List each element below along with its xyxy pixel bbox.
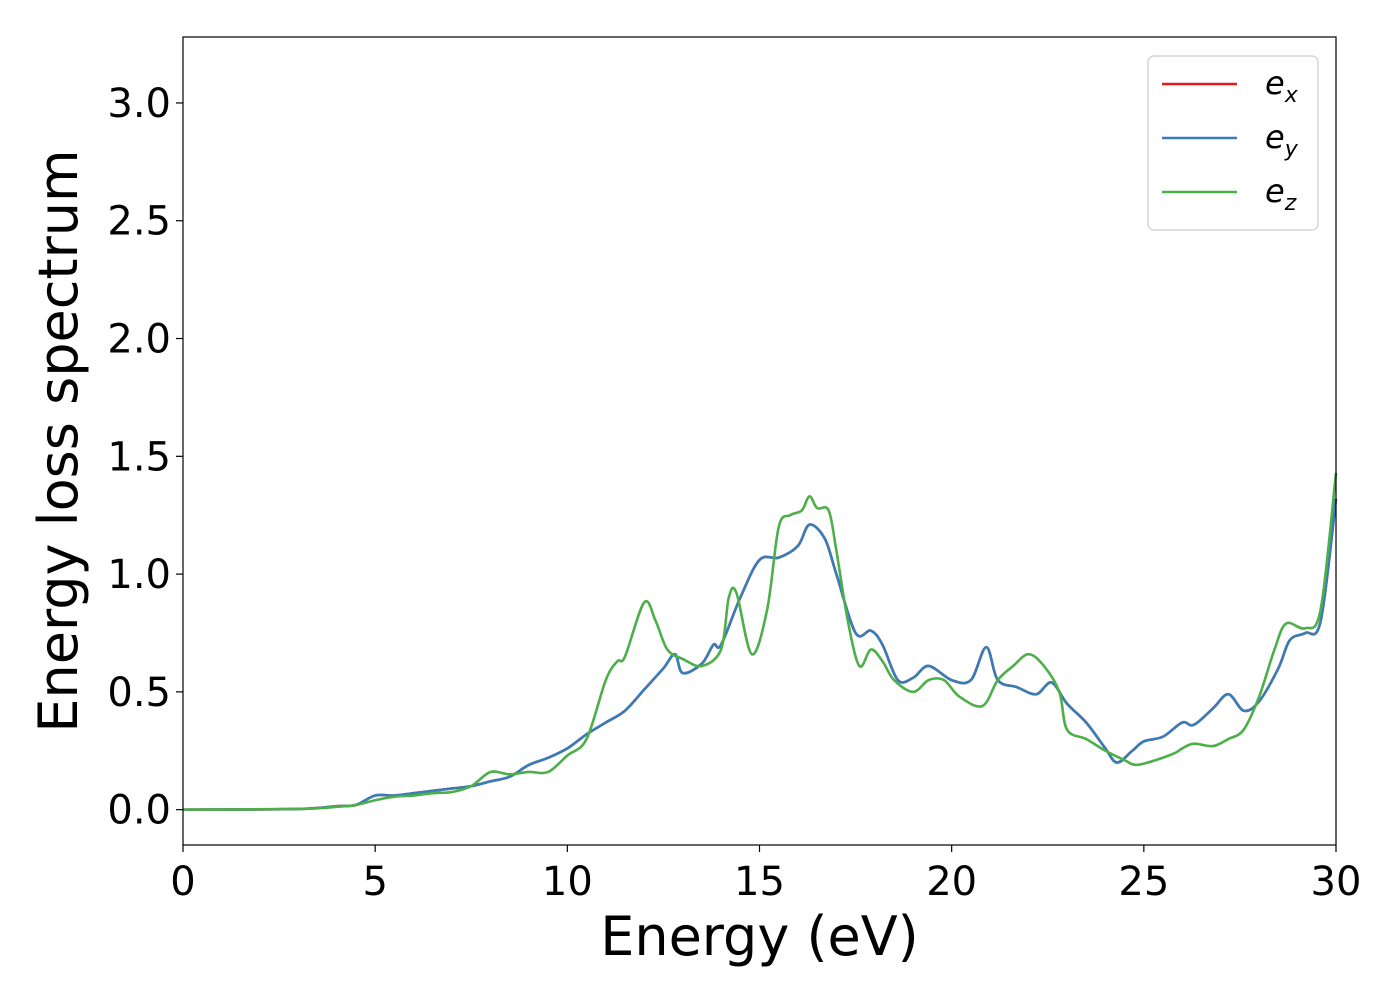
y-tick-label: 0.5 <box>107 670 171 716</box>
legend: ex ey ez <box>1147 55 1319 231</box>
x-axis: 0 5 10 15 20 25 30 <box>170 845 1361 905</box>
x-tick-label: 10 <box>542 859 593 905</box>
x-tick-label: 20 <box>926 859 977 905</box>
legend-box <box>1147 55 1319 231</box>
y-tick-label: 1.0 <box>107 552 171 598</box>
y-tick-label: 1.5 <box>107 434 171 480</box>
y-tick-label: 0.0 <box>107 788 171 834</box>
legend-label-y: ey <box>1265 118 1299 162</box>
series-line-y <box>182 498 1338 811</box>
x-tick-label: 25 <box>1118 859 1169 905</box>
y-axis: 0.0 0.5 1.0 1.5 2.0 2.5 3.0 <box>107 81 183 834</box>
y-axis-label: Energy loss spectrum <box>27 149 90 732</box>
x-tick-label: 5 <box>362 859 387 905</box>
y-tick-label: 2.5 <box>107 199 171 245</box>
series-layer <box>182 472 1338 811</box>
y-tick-label: 3.0 <box>107 81 171 127</box>
x-tick-label: 15 <box>734 859 785 905</box>
series-line-z <box>182 472 1338 811</box>
legend-label-x: ex <box>1265 64 1299 108</box>
legend-label-z: ez <box>1265 172 1297 216</box>
x-tick-label: 0 <box>170 859 195 905</box>
y-tick-label: 2.0 <box>107 317 171 363</box>
x-axis-label: Energy (eV) <box>600 905 919 968</box>
x-tick-label: 30 <box>1311 859 1362 905</box>
